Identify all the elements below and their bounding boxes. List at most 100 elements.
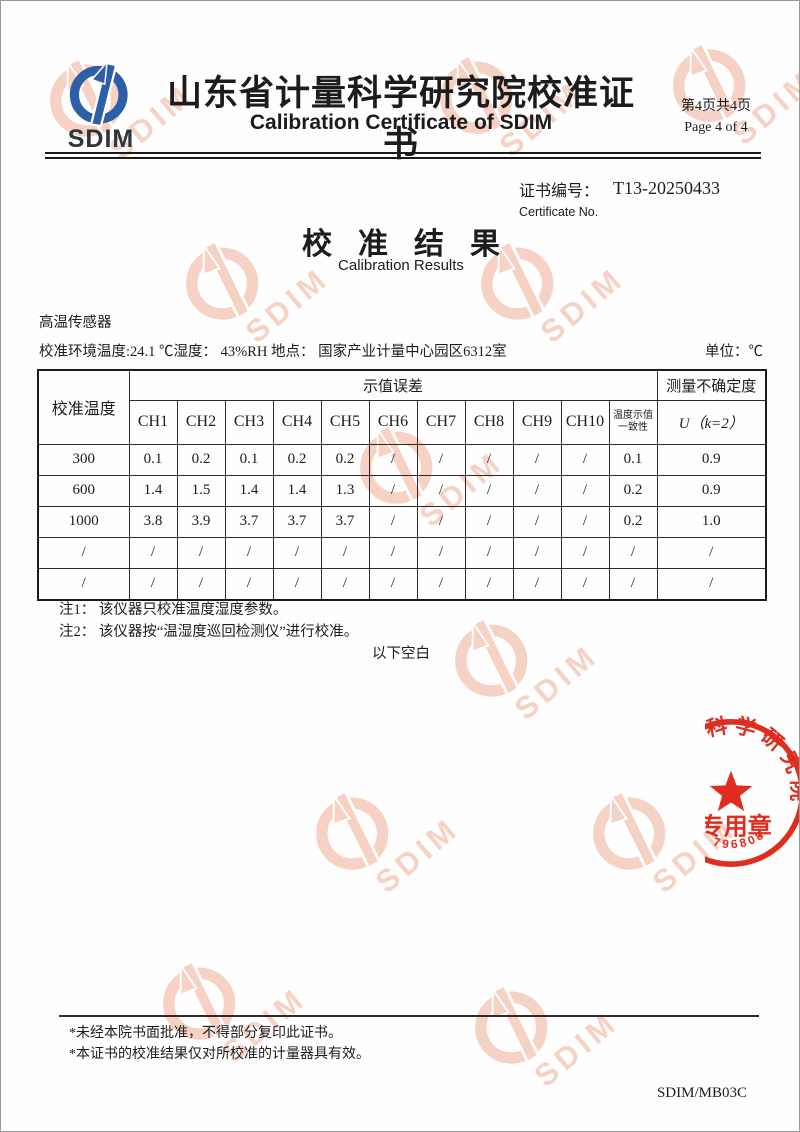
table-cell: 1000 bbox=[37, 505, 130, 538]
table-cell: 3.7 bbox=[272, 505, 322, 538]
table-cell: 1.4 bbox=[224, 474, 274, 507]
footer-disclaimer-2: *本证书的校准结果仅对所校准的计量器具有效。 bbox=[69, 1047, 370, 1062]
table-row: 600 1.4 1.5 1.4 1.4 1.3// / //0.2 0.9 bbox=[37, 474, 767, 507]
table-cell: / bbox=[368, 443, 418, 476]
official-seal-icon: 计量科学研究院 专用章 796808 bbox=[705, 713, 799, 867]
table-cell: / bbox=[416, 505, 466, 538]
table-cell: / bbox=[224, 536, 274, 569]
table-cell: / bbox=[560, 443, 610, 476]
sdim-watermark: SDIM bbox=[440, 935, 655, 1131]
table-cell: 0.2 bbox=[608, 505, 658, 538]
table-cell: / bbox=[560, 536, 610, 569]
table-cell: / bbox=[320, 567, 370, 600]
table-cell: / bbox=[464, 443, 514, 476]
col-channel-5: CH5 bbox=[320, 399, 370, 445]
table-cell: / bbox=[416, 474, 466, 507]
table-cell: / bbox=[560, 567, 610, 600]
table-row: / / / / / / / / / / / / / bbox=[37, 567, 767, 600]
table-cell: 1.3 bbox=[320, 474, 370, 507]
table-cell: / bbox=[176, 536, 226, 569]
sdim-logo-icon bbox=[69, 59, 128, 128]
group-measurement-uncertainty: 测量不确定度 bbox=[656, 369, 767, 401]
table-cell: / bbox=[128, 567, 178, 600]
table-cell: / bbox=[416, 443, 466, 476]
table-cell: / bbox=[368, 567, 418, 600]
sdim-watermark-text: SDIM bbox=[527, 1004, 625, 1094]
table-cell: / bbox=[176, 567, 226, 600]
form-code: SDIM/MB03C bbox=[656, 1085, 747, 1101]
col-channel-6: CH6 bbox=[368, 399, 418, 445]
table-cell: 0.2 bbox=[272, 443, 322, 476]
page-number-cn: 第4页共4页 bbox=[681, 99, 751, 114]
table-cell: / bbox=[320, 536, 370, 569]
table-cell: / bbox=[272, 536, 322, 569]
table-group-header-row: 校准温度 示值误差 测量不确定度 bbox=[37, 369, 767, 445]
table-row: 1000 3.8 3.9 3.7 3.7 3.7// / //0.2 1.0 bbox=[37, 505, 767, 538]
table-cell: / bbox=[464, 505, 514, 538]
col-channel-4: CH4 bbox=[272, 399, 322, 445]
page-info: 第4页共4页 Page 4 of 4 bbox=[681, 96, 751, 138]
certificate-title-en: Calibration Certificate of SDIM bbox=[249, 111, 553, 134]
col-channel-9: CH9 bbox=[512, 399, 562, 445]
certificate-number-labels: 证书编号： Certificate No. bbox=[519, 177, 599, 219]
sdim-watermark-text: SDIM bbox=[368, 810, 466, 900]
table-cell: / bbox=[608, 536, 658, 569]
table-cell: 0.9 bbox=[656, 474, 767, 507]
table-cell: / bbox=[368, 474, 418, 507]
col-channel-3: CH3 bbox=[224, 399, 274, 445]
col-temperature-consistency: 温度示值一致性 bbox=[608, 399, 658, 445]
sdim-logo: SDIM bbox=[59, 53, 143, 152]
col-channel-7: CH7 bbox=[416, 399, 466, 445]
seal-center-text: 专用章 bbox=[705, 813, 772, 841]
col-calibration-temperature: 校准温度 bbox=[37, 369, 130, 445]
results-table-body: 300 0.1 0.2 0.1 0.2 0.2// / //0.1 0.9 600 1.4 1.5 1.… bbox=[37, 443, 767, 600]
table-cell: 1.4 bbox=[272, 474, 322, 507]
note-2: 注2： 该仪器按“温湿度巡回检测仪”进行校准。 bbox=[59, 624, 359, 640]
sdim-logo-text: SDIM bbox=[67, 125, 135, 153]
table-cell: 300 bbox=[37, 443, 130, 476]
col-channel-1: CH1 bbox=[128, 399, 178, 445]
table-cell: 3.9 bbox=[176, 505, 226, 538]
table-cell: 0.9 bbox=[656, 443, 767, 476]
table-cell: 0.1 bbox=[224, 443, 274, 476]
table-cell: 1.4 bbox=[128, 474, 178, 507]
table-cell: 0.2 bbox=[320, 443, 370, 476]
table-cell: / bbox=[272, 567, 322, 600]
table-subheader-row: CH1 CH2 CH3 CH4 CH5 CH6 CH7 CH8 CH9 CH10 温度示值一致性 … bbox=[38, 399, 767, 445]
table-cell: / bbox=[512, 443, 562, 476]
certificate-number-label-en: Certificate No. bbox=[519, 205, 599, 219]
certificate-number-block: 证书编号： Certificate No. T13-20250433 bbox=[519, 177, 720, 219]
table-cell: / bbox=[656, 536, 767, 569]
sdim-watermark-icon bbox=[475, 983, 548, 1065]
table-cell: 0.1 bbox=[128, 443, 178, 476]
environment-conditions: 校准环境温度:24.1 ℃湿度： 43%RH 地点： 国家产业计量中心园区631… bbox=[39, 344, 507, 360]
table-cell: / bbox=[512, 567, 562, 600]
table-cell: / bbox=[128, 536, 178, 569]
col-channel-8: CH8 bbox=[464, 399, 514, 445]
sdim-watermark: SDIM bbox=[128, 911, 343, 1131]
table-cell: / bbox=[464, 536, 514, 569]
sdim-watermark-icon bbox=[316, 789, 389, 871]
footer-disclaimer-1: *未经本院书面批准，不得部分复印此证书。 bbox=[69, 1026, 342, 1041]
table-cell: 0.2 bbox=[176, 443, 226, 476]
table-cell: / bbox=[560, 474, 610, 507]
col-channel-10: CH10 bbox=[560, 399, 610, 445]
star-icon bbox=[709, 770, 753, 812]
table-cell: 1.5 bbox=[176, 474, 226, 507]
section-title-en: Calibration Results bbox=[338, 257, 464, 274]
table-cell: 3.7 bbox=[320, 505, 370, 538]
table-cell: 600 bbox=[37, 474, 130, 507]
table-cell: 0.2 bbox=[608, 474, 658, 507]
col-channel-2: CH2 bbox=[176, 399, 226, 445]
table-cell: / bbox=[37, 536, 130, 569]
page-number-en: Page 4 of 4 bbox=[684, 120, 748, 135]
table-cell: / bbox=[368, 505, 418, 538]
table-cell: / bbox=[560, 505, 610, 538]
notes-block: 注1： 该仪器只校准温度湿度参数。 注2： 该仪器按“温湿度巡回检测仪”进行校准… bbox=[59, 599, 358, 643]
table-cell: / bbox=[416, 536, 466, 569]
header-divider bbox=[45, 152, 761, 159]
certificate-number-label-cn: 证书编号： bbox=[519, 183, 600, 200]
environment-line: 单位：℃ 校准环境温度:24.1 ℃湿度： 43%RH 地点： 国家产业计量中心… bbox=[39, 340, 763, 361]
sdim-watermark: SDIM bbox=[281, 741, 496, 962]
